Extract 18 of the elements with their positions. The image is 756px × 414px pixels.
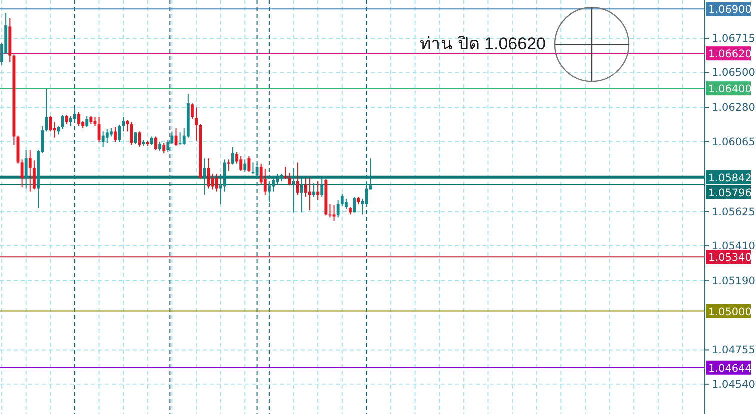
ref-line-label: 1.04644 <box>708 362 752 375</box>
annotation: ท่าน ปิด 1.06620 <box>420 34 546 54</box>
ref-line-label: 1.06620 <box>708 48 752 61</box>
ref-line-label: 1.06400 <box>708 84 752 96</box>
y-tick-label: 1.05190 <box>712 276 756 288</box>
y-tick-label: 1.05625 <box>712 206 756 218</box>
y-tick-label: 1.05410 <box>712 240 756 253</box>
y-tick-label: 1.06500 <box>712 67 756 80</box>
y-tick-label: 1.06280 <box>712 102 756 114</box>
y-tick-label: 1.04540 <box>712 378 756 391</box>
y-tick-label: 1.04755 <box>712 344 756 357</box>
ref-line-label: 1.05796 <box>708 187 752 200</box>
y-tick-label: 1.06715 <box>712 32 756 45</box>
y-tick-label: 1.06065 <box>712 136 756 148</box>
ref-line-label: 1.05842 <box>708 172 752 184</box>
ref-line-label: 1.05340 <box>708 252 752 264</box>
ref-line-label: 1.05000 <box>708 306 752 318</box>
ref-line-label: 1.06900 <box>708 4 752 16</box>
